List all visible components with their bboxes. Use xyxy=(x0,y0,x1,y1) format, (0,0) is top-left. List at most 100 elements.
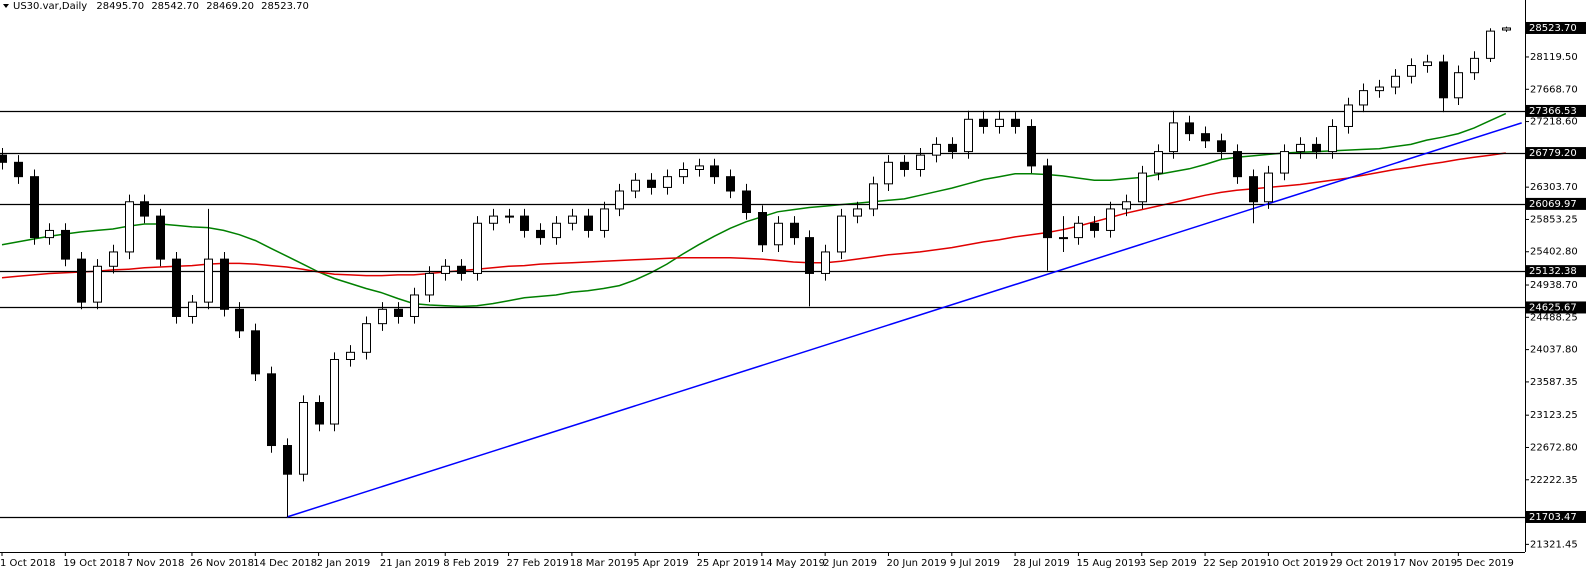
candle-body xyxy=(979,118,988,127)
y-tick-label: 23587.35 xyxy=(1530,377,1578,388)
candle-body xyxy=(489,215,498,224)
candle-body xyxy=(948,143,957,153)
candle-body xyxy=(1407,65,1416,77)
level-label-bg xyxy=(1526,301,1586,314)
candle-body xyxy=(869,183,878,210)
price-label-bg xyxy=(1526,21,1586,34)
candle-body xyxy=(410,294,419,317)
menu-arrow[interactable] xyxy=(3,4,9,8)
candle-body xyxy=(156,215,165,260)
x-tick-label: 3 Sep 2019 xyxy=(1140,558,1197,569)
x-tick-label: 18 Mar 2019 xyxy=(570,558,633,569)
header-close: 28523.70 xyxy=(261,1,309,12)
candle-body xyxy=(172,258,181,317)
candle-body xyxy=(1138,172,1147,203)
candle-body xyxy=(109,251,118,267)
x-tick-label: 26 Nov 2018 xyxy=(190,558,254,569)
candle-body xyxy=(299,402,308,475)
candle-body xyxy=(330,358,339,425)
header-open: 28495.70 xyxy=(96,1,144,12)
candle-body xyxy=(378,308,387,325)
x-tick-label: 27 Feb 2019 xyxy=(507,558,569,569)
x-tick-label: 28 Jul 2019 xyxy=(1013,558,1070,569)
x-tick-label: 19 Oct 2018 xyxy=(63,558,125,569)
price-label: 28523.70 xyxy=(1529,23,1577,34)
candle-body xyxy=(1391,75,1400,88)
x-tick-label: 15 Aug 2019 xyxy=(1076,558,1140,569)
candle-body xyxy=(1264,172,1273,203)
level-label: 26779.20 xyxy=(1529,148,1577,159)
candle-body xyxy=(315,402,324,425)
level-label-bg xyxy=(1526,147,1586,160)
x-tick-label: 7 Nov 2018 xyxy=(127,558,185,569)
candle-body xyxy=(125,201,134,253)
trendline xyxy=(286,122,1522,518)
candle-body xyxy=(837,215,846,253)
candle-body xyxy=(1502,27,1511,31)
y-tick-label: 22222.35 xyxy=(1530,475,1578,486)
candle-body xyxy=(140,201,149,217)
level-label-bg xyxy=(1526,197,1586,210)
candle-body xyxy=(536,229,545,239)
candle-body xyxy=(1296,143,1305,153)
candle-body xyxy=(1470,57,1479,74)
x-tick-label: 2 Jan 2019 xyxy=(317,558,371,569)
x-tick-label: 25 Apr 2019 xyxy=(697,558,759,569)
candle-body xyxy=(1312,143,1321,153)
y-tick-label: 25402.80 xyxy=(1530,247,1578,258)
candle-body xyxy=(473,222,482,274)
y-tick-label: 24488.25 xyxy=(1530,312,1578,323)
x-tick-label: 5 Apr 2019 xyxy=(633,558,688,569)
candle-body xyxy=(710,165,719,178)
candle-body xyxy=(647,179,656,188)
candle-body xyxy=(1011,118,1020,127)
candle-body xyxy=(1169,122,1178,153)
x-tick-label: 29 Oct 2019 xyxy=(1330,558,1392,569)
candle-body xyxy=(932,143,941,156)
level-label-bg xyxy=(1526,510,1586,523)
candle-body xyxy=(679,168,688,178)
candle-body xyxy=(805,237,814,274)
candle-body xyxy=(30,176,39,239)
x-tick-label: 5 Dec 2019 xyxy=(1456,558,1514,569)
candle-body xyxy=(774,222,783,246)
candle-body xyxy=(1233,151,1242,178)
candle-body xyxy=(900,161,909,170)
x-tick-label: 8 Feb 2019 xyxy=(443,558,499,569)
level-label: 21703.47 xyxy=(1529,512,1577,523)
candle-body xyxy=(1059,237,1068,240)
candle-body xyxy=(600,208,609,231)
candle-body xyxy=(821,251,830,274)
candle-body xyxy=(0,154,7,163)
x-tick-label: 10 Oct 2019 xyxy=(1266,558,1328,569)
candle-body xyxy=(631,179,640,192)
header-high: 28542.70 xyxy=(151,1,199,12)
x-tick-label: 9 Jul 2019 xyxy=(950,558,1000,569)
candle-body xyxy=(1106,208,1115,231)
x-tick-label: 14 May 2019 xyxy=(760,558,825,569)
x-tick-label: 17 Nov 2019 xyxy=(1393,558,1457,569)
candle-body xyxy=(505,215,514,218)
level-label-bg xyxy=(1526,104,1586,117)
moving-average xyxy=(1,112,1507,308)
candle-body xyxy=(394,308,403,317)
x-tick-label: 1 Oct 2018 xyxy=(0,558,55,569)
candle-body xyxy=(188,301,197,317)
y-tick-label: 22672.80 xyxy=(1530,442,1578,453)
level-label: 27366.53 xyxy=(1529,106,1577,117)
y-tick-label: 24037.80 xyxy=(1530,345,1578,356)
x-tick-label: 22 Sep 2019 xyxy=(1203,558,1266,569)
x-tick-label: 2 Jun 2019 xyxy=(823,558,877,569)
x-tick-label: 14 Dec 2018 xyxy=(253,558,317,569)
candle-body xyxy=(93,265,102,303)
candle-body xyxy=(1090,222,1099,231)
candle-body xyxy=(552,222,561,239)
candle-body xyxy=(362,323,371,353)
candle-body xyxy=(615,190,624,210)
y-tick-label: 24938.70 xyxy=(1530,280,1578,291)
y-tick-label: 23123.25 xyxy=(1530,410,1578,421)
y-tick-label: 27218.60 xyxy=(1530,117,1578,128)
candle-body xyxy=(1375,86,1384,92)
candle-body xyxy=(584,215,593,231)
